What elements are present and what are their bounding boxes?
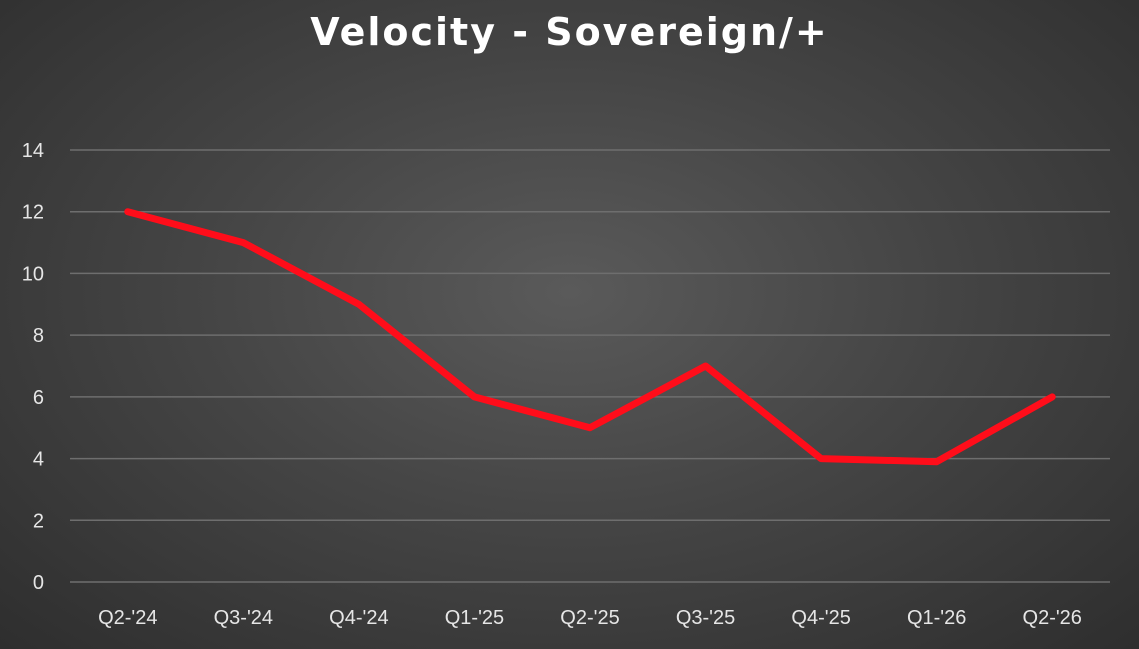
y-tick-label: 4 — [33, 449, 44, 471]
y-axis-ticks: 0 2 4 6 8 10 12 14 — [22, 140, 44, 594]
x-tick-label: Q3-'24 — [214, 607, 273, 629]
chart-title: Velocity - Sovereign/+ — [310, 10, 829, 54]
gridlines — [70, 149, 1110, 583]
x-tick-label: Q2-'26 — [1023, 607, 1082, 629]
y-tick-label: 2 — [33, 510, 44, 532]
x-tick-label: Q4-'24 — [329, 607, 388, 629]
series-layer — [124, 208, 1056, 466]
x-axis-ticks: Q2-'24 Q3-'24 Q4-'24 Q1-'25 Q2-'25 Q3-'25 Q4-'… — [98, 607, 1082, 629]
series-line — [124, 208, 1056, 466]
x-tick-label: Q2-'25 — [560, 607, 619, 629]
y-tick-label: 6 — [33, 387, 44, 409]
y-tick-label: 12 — [22, 202, 44, 224]
y-tick-label: 8 — [33, 325, 44, 347]
x-tick-label: Q1-'26 — [907, 607, 966, 629]
x-tick-label: Q1-'25 — [445, 607, 504, 629]
y-tick-label: 10 — [22, 263, 44, 285]
x-tick-label: Q3-'25 — [676, 607, 735, 629]
y-tick-label: 0 — [33, 572, 44, 594]
x-tick-label: Q2-'24 — [98, 607, 157, 629]
y-tick-label: 14 — [22, 140, 44, 162]
x-tick-label: Q4-'25 — [791, 607, 850, 629]
